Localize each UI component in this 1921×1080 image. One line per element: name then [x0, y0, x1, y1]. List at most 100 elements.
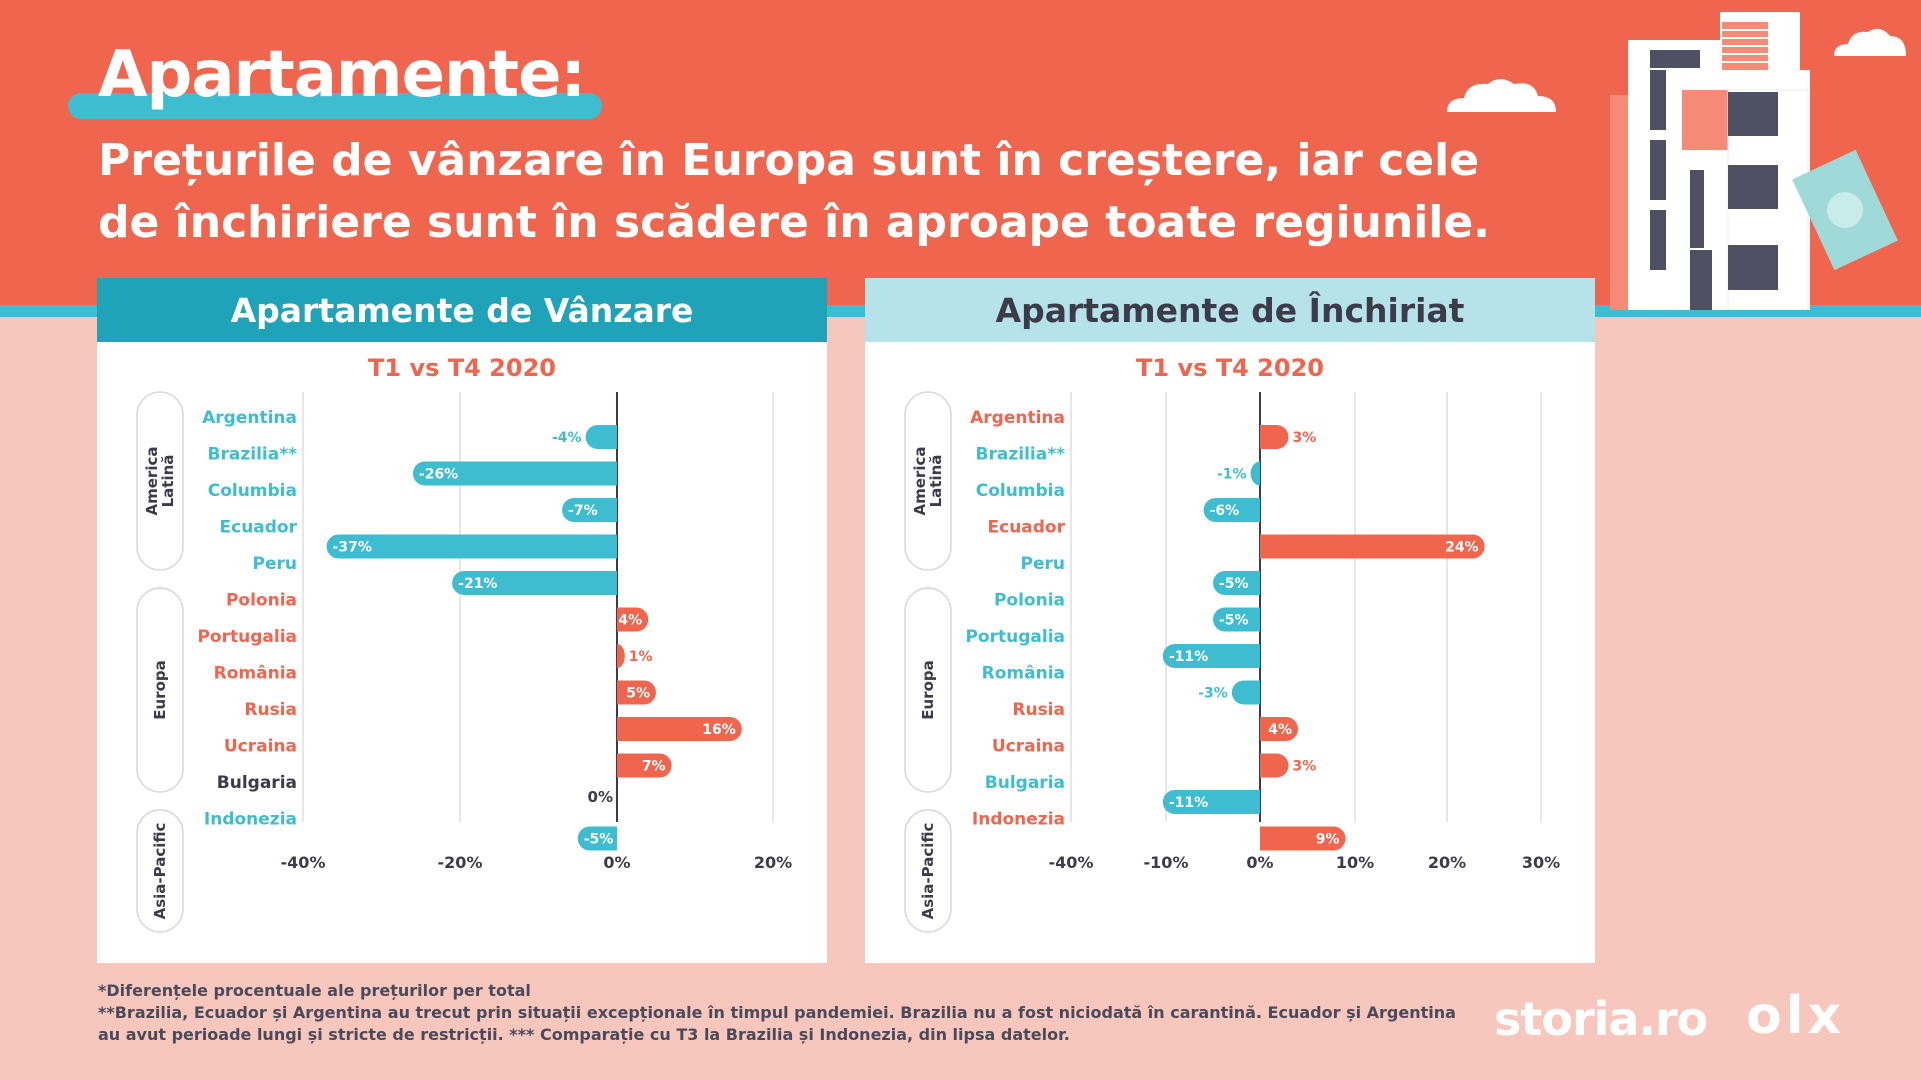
- value-label: -7%: [568, 503, 598, 519]
- category-label: Portugalia: [965, 627, 1065, 647]
- bar: [577, 826, 617, 851]
- rent-panel-title: Apartamente de Închiriat: [865, 278, 1595, 342]
- value-label: 7%: [642, 759, 666, 775]
- category-label: Argentina: [202, 408, 297, 428]
- cloud-icon: [1447, 79, 1556, 112]
- bar: [617, 717, 742, 741]
- x-tick-label: 0%: [603, 853, 630, 872]
- category-label: Peru: [1021, 554, 1065, 574]
- bar: [1162, 790, 1260, 814]
- rent-panel: Apartamente de Închiriat T1 vs T4 2020 -4…: [865, 278, 1595, 963]
- value-label: -5%: [584, 832, 614, 848]
- bar: [1213, 607, 1260, 632]
- value-label: -21%: [458, 576, 497, 592]
- category-label: Rusia: [244, 700, 297, 720]
- group-label: America: [911, 447, 929, 516]
- value-label: -5%: [1219, 576, 1249, 592]
- bar: [617, 644, 625, 668]
- value-label: -37%: [333, 540, 372, 556]
- bar: [1203, 498, 1260, 522]
- value-label: -3%: [1198, 686, 1228, 702]
- group-label: Asia-Pacific: [151, 823, 169, 920]
- cloud-icon: [1834, 28, 1906, 56]
- storia-logo: storia.ro: [1494, 992, 1708, 1046]
- value-label: 16%: [702, 722, 736, 738]
- bar: [1162, 644, 1260, 668]
- sales-panel-title: Apartamente de Vânzare: [97, 278, 827, 342]
- category-label: Rusia: [1012, 700, 1065, 720]
- group-label: Latină: [927, 455, 945, 508]
- bar: [412, 461, 617, 486]
- category-label: Columbia: [208, 481, 297, 501]
- x-tick-label: -40%: [281, 853, 326, 872]
- page-title: Apartamente:: [98, 38, 586, 112]
- category-label: Polonia: [994, 591, 1065, 611]
- group-bracket: [904, 391, 952, 571]
- value-label: -26%: [419, 467, 458, 483]
- value-label: 4%: [618, 613, 642, 629]
- category-label: Indonezia: [204, 810, 297, 830]
- group-bracket: [136, 809, 184, 933]
- bar: [1260, 753, 1289, 778]
- category-label: Ucraina: [992, 737, 1065, 757]
- value-label: 3%: [1293, 430, 1317, 446]
- value-label: 0%: [588, 788, 613, 806]
- group-label: Asia-Pacific: [919, 823, 937, 920]
- bar: [562, 498, 617, 522]
- category-label: Ecuador: [220, 518, 298, 538]
- title-highlight: [68, 93, 602, 119]
- bar: [1260, 717, 1298, 741]
- group-bracket: [136, 391, 184, 571]
- x-tick-label: 20%: [1428, 853, 1466, 872]
- bar: [326, 534, 617, 559]
- bar: [617, 753, 672, 778]
- value-label: 5%: [626, 686, 650, 702]
- bar: [1231, 680, 1260, 705]
- chart-subtitle: T1 vs T4 2020: [368, 354, 556, 382]
- group-bracket: [904, 587, 952, 793]
- footnote-line-2: **Brazilia, Ecuador și Argentina au trec…: [98, 1003, 1456, 1044]
- page-subtitle: Prețurile de vânzare în Europa sunt în c…: [98, 135, 1490, 248]
- value-label: -11%: [1169, 649, 1208, 665]
- category-label: Ucraina: [224, 737, 297, 757]
- category-label: Polonia: [226, 591, 297, 611]
- bar: [452, 571, 617, 595]
- category-label: Argentina: [970, 408, 1065, 428]
- footnotes: *Diferențele procentuale ale prețurilor …: [98, 980, 1458, 1046]
- category-label: Peru: [253, 554, 297, 574]
- rent-chart: T1 vs T4 2020 -40% -10% 0% 10% 20% 30% AmericaL…: [904, 354, 1560, 933]
- bar: [585, 425, 617, 449]
- category-label: Indonezia: [972, 810, 1065, 830]
- category-label: Bulgaria: [217, 773, 297, 793]
- x-tick-label: 0%: [1246, 853, 1273, 872]
- value-label: -6%: [1210, 503, 1240, 519]
- bar: [617, 680, 656, 705]
- x-tick-label: 10%: [1336, 853, 1374, 872]
- value-label: -4%: [552, 430, 582, 446]
- category-label: Portugalia: [197, 627, 297, 647]
- value-label: 24%: [1445, 540, 1479, 556]
- group-bracket: [136, 587, 184, 793]
- value-label: 4%: [1268, 722, 1292, 738]
- bar: [1213, 571, 1260, 595]
- category-label: România: [982, 664, 1065, 684]
- group-label: Europa: [919, 660, 937, 720]
- value-label: -5%: [1219, 613, 1249, 629]
- category-label: Ecuador: [988, 518, 1066, 538]
- category-label: Brazilia**: [208, 445, 298, 465]
- category-label: Bulgaria: [985, 773, 1065, 793]
- value-label: 3%: [1293, 759, 1317, 775]
- bar: [1260, 534, 1485, 559]
- category-label: Brazilia**: [976, 445, 1066, 465]
- building-illustration: [1610, 12, 1898, 310]
- value-label: 1%: [629, 649, 653, 665]
- x-tick-label: -10%: [1144, 853, 1189, 872]
- bar: [1260, 826, 1346, 851]
- group-label: America: [143, 447, 161, 516]
- category-label: România: [214, 664, 297, 684]
- footnote-line-1: *Diferențele procentuale ale prețurilor …: [98, 981, 531, 1000]
- bar: [1260, 425, 1289, 449]
- value-label: -11%: [1169, 795, 1208, 811]
- header-band: [0, 0, 1921, 305]
